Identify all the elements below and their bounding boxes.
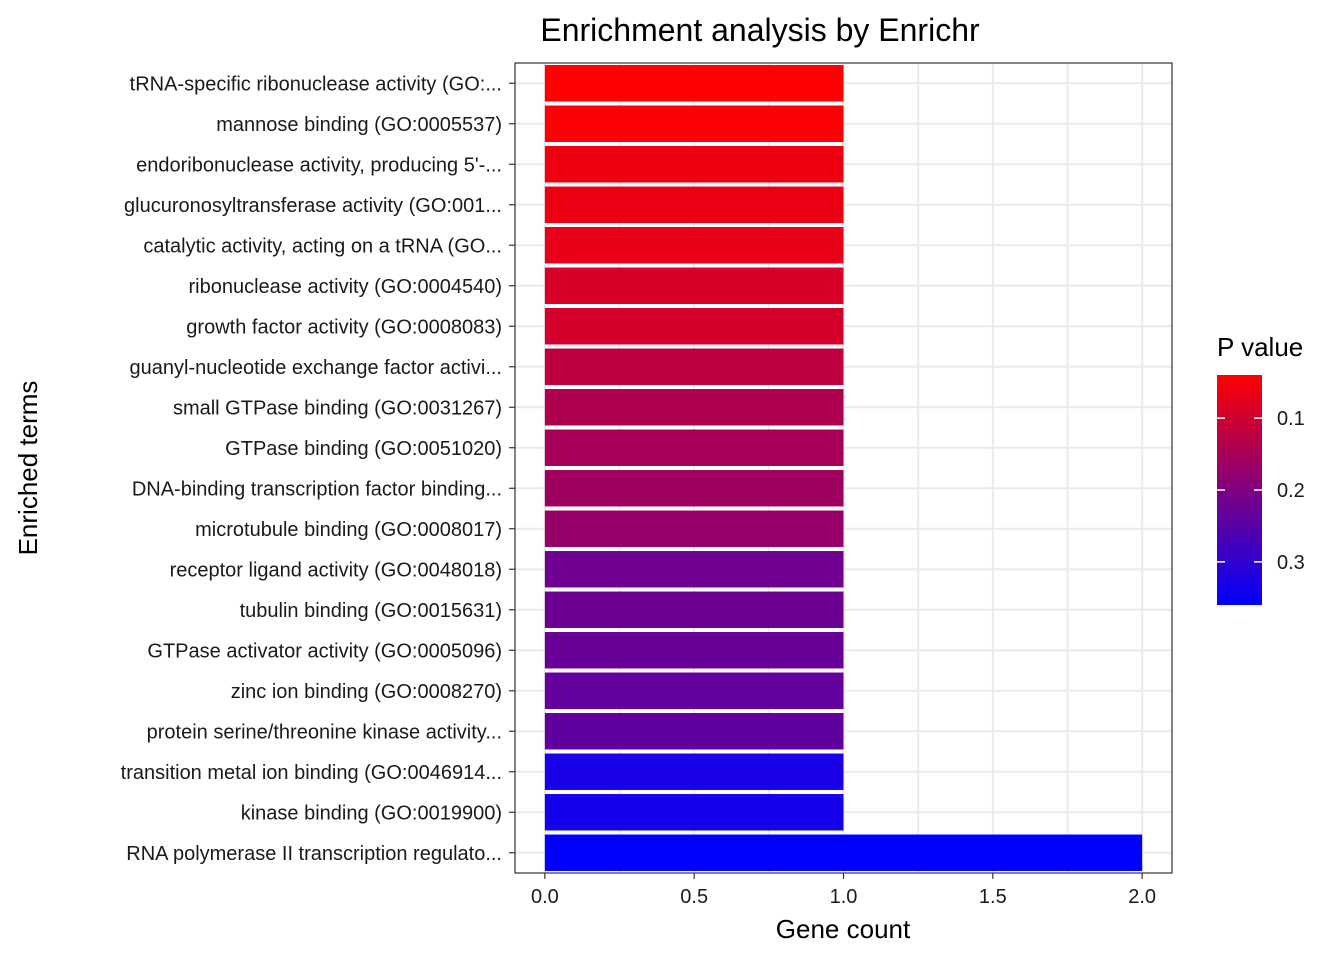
bar — [544, 672, 844, 709]
x-tick-label: 0.5 — [680, 886, 708, 908]
bar — [544, 146, 844, 183]
x-axis: 0.0 0.5 1.0 1.5 2.0 — [531, 873, 1156, 908]
chart-title: Enrichment analysis by Enrichr — [540, 12, 980, 48]
bar — [544, 470, 844, 507]
y-tick-label: small GTPase binding (GO:0031267) — [173, 397, 502, 419]
bar — [544, 227, 844, 264]
y-tick-label: mannose binding (GO:0005537) — [216, 114, 502, 136]
legend-ticks: 0.1 0.2 0.3 — [1217, 408, 1305, 574]
bar — [544, 389, 844, 426]
bar — [544, 591, 844, 628]
x-tick-label: 2.0 — [1128, 886, 1156, 908]
y-tick-label: GTPase activator activity (GO:0005096) — [147, 640, 502, 662]
legend-tick-label: 0.3 — [1277, 552, 1305, 574]
y-tick-label: zinc ion binding (GO:0008270) — [231, 681, 502, 703]
y-axis-title: Enriched terms — [13, 381, 43, 556]
y-tick-label: glucuronosyltransferase activity (GO:001… — [124, 195, 502, 217]
y-tick-label: tubulin binding (GO:0015631) — [240, 600, 502, 622]
y-tick-label: endoribonuclease activity, producing 5'-… — [136, 154, 502, 176]
bar — [544, 429, 844, 466]
bar — [544, 308, 844, 345]
y-tick-label: DNA-binding transcription factor binding… — [132, 478, 502, 500]
y-tick-label: catalytic activity, acting on a tRNA (GO… — [143, 235, 502, 257]
bar — [544, 551, 844, 588]
bar — [544, 713, 844, 750]
x-tick-label: 1.5 — [979, 886, 1007, 908]
y-tick-label: tRNA-specific ribonuclease activity (GO:… — [130, 73, 502, 95]
x-tick-label: 1.0 — [830, 886, 858, 908]
legend: P value 0.1 0.2 0.3 — [1217, 332, 1305, 605]
y-tick-label: GTPase binding (GO:0051020) — [225, 438, 502, 460]
bar — [544, 105, 844, 142]
legend-tick-label: 0.1 — [1277, 408, 1305, 430]
bar — [544, 65, 844, 102]
bar — [544, 267, 844, 304]
x-axis-title: Gene count — [776, 914, 911, 944]
bar — [544, 348, 844, 385]
legend-tick-label: 0.2 — [1277, 480, 1305, 502]
bar — [544, 632, 844, 669]
bars — [544, 65, 1143, 871]
y-tick-label: ribonuclease activity (GO:0004540) — [189, 276, 503, 298]
bar — [544, 186, 844, 223]
bar — [544, 510, 844, 547]
y-tick-label: guanyl-nucleotide exchange factor activi… — [130, 357, 502, 379]
bar — [544, 834, 1143, 871]
y-tick-label: protein serine/threonine kinase activity… — [147, 721, 502, 743]
y-tick-label: transition metal ion binding (GO:0046914… — [121, 762, 502, 784]
legend-title: P value — [1217, 332, 1303, 362]
y-tick-label: microtubule binding (GO:0008017) — [195, 519, 502, 541]
bar — [544, 794, 844, 831]
y-tick-label: kinase binding (GO:0019900) — [241, 802, 502, 824]
plot-panel — [514, 62, 1173, 874]
y-axis: tRNA-specific ribonuclease activity (GO:… — [121, 73, 515, 865]
y-tick-label: receptor ligand activity (GO:0048018) — [170, 559, 502, 581]
y-tick-label: RNA polymerase II transcription regulato… — [126, 843, 502, 865]
x-tick-label: 0.0 — [531, 886, 559, 908]
y-tick-label: growth factor activity (GO:0008083) — [186, 316, 502, 338]
bar — [544, 753, 844, 790]
